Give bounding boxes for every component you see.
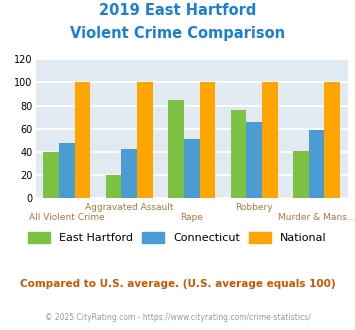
Bar bbox=[43, 152, 59, 198]
Bar bbox=[324, 82, 340, 198]
Text: Compared to U.S. average. (U.S. average equals 100): Compared to U.S. average. (U.S. average … bbox=[20, 279, 335, 289]
Bar bbox=[293, 150, 309, 198]
Bar bbox=[200, 82, 215, 198]
Text: Robbery: Robbery bbox=[235, 203, 273, 212]
Bar bbox=[309, 130, 324, 198]
Text: © 2025 CityRating.com - https://www.cityrating.com/crime-statistics/: © 2025 CityRating.com - https://www.city… bbox=[45, 314, 310, 322]
Bar bbox=[168, 100, 184, 198]
Bar bbox=[59, 143, 75, 198]
Bar bbox=[184, 139, 200, 198]
Legend: East Hartford, Connecticut, National: East Hartford, Connecticut, National bbox=[28, 232, 327, 243]
Text: Aggravated Assault: Aggravated Assault bbox=[85, 203, 174, 212]
Text: Rape: Rape bbox=[180, 213, 203, 222]
Bar bbox=[246, 122, 262, 198]
Text: All Violent Crime: All Violent Crime bbox=[29, 213, 105, 222]
Bar bbox=[106, 175, 121, 198]
Bar bbox=[231, 110, 246, 198]
Bar bbox=[75, 82, 90, 198]
Bar bbox=[137, 82, 153, 198]
Bar bbox=[121, 149, 137, 198]
Bar bbox=[262, 82, 278, 198]
Text: 2019 East Hartford: 2019 East Hartford bbox=[99, 3, 256, 18]
Text: Murder & Mans...: Murder & Mans... bbox=[278, 213, 355, 222]
Text: Violent Crime Comparison: Violent Crime Comparison bbox=[70, 26, 285, 41]
